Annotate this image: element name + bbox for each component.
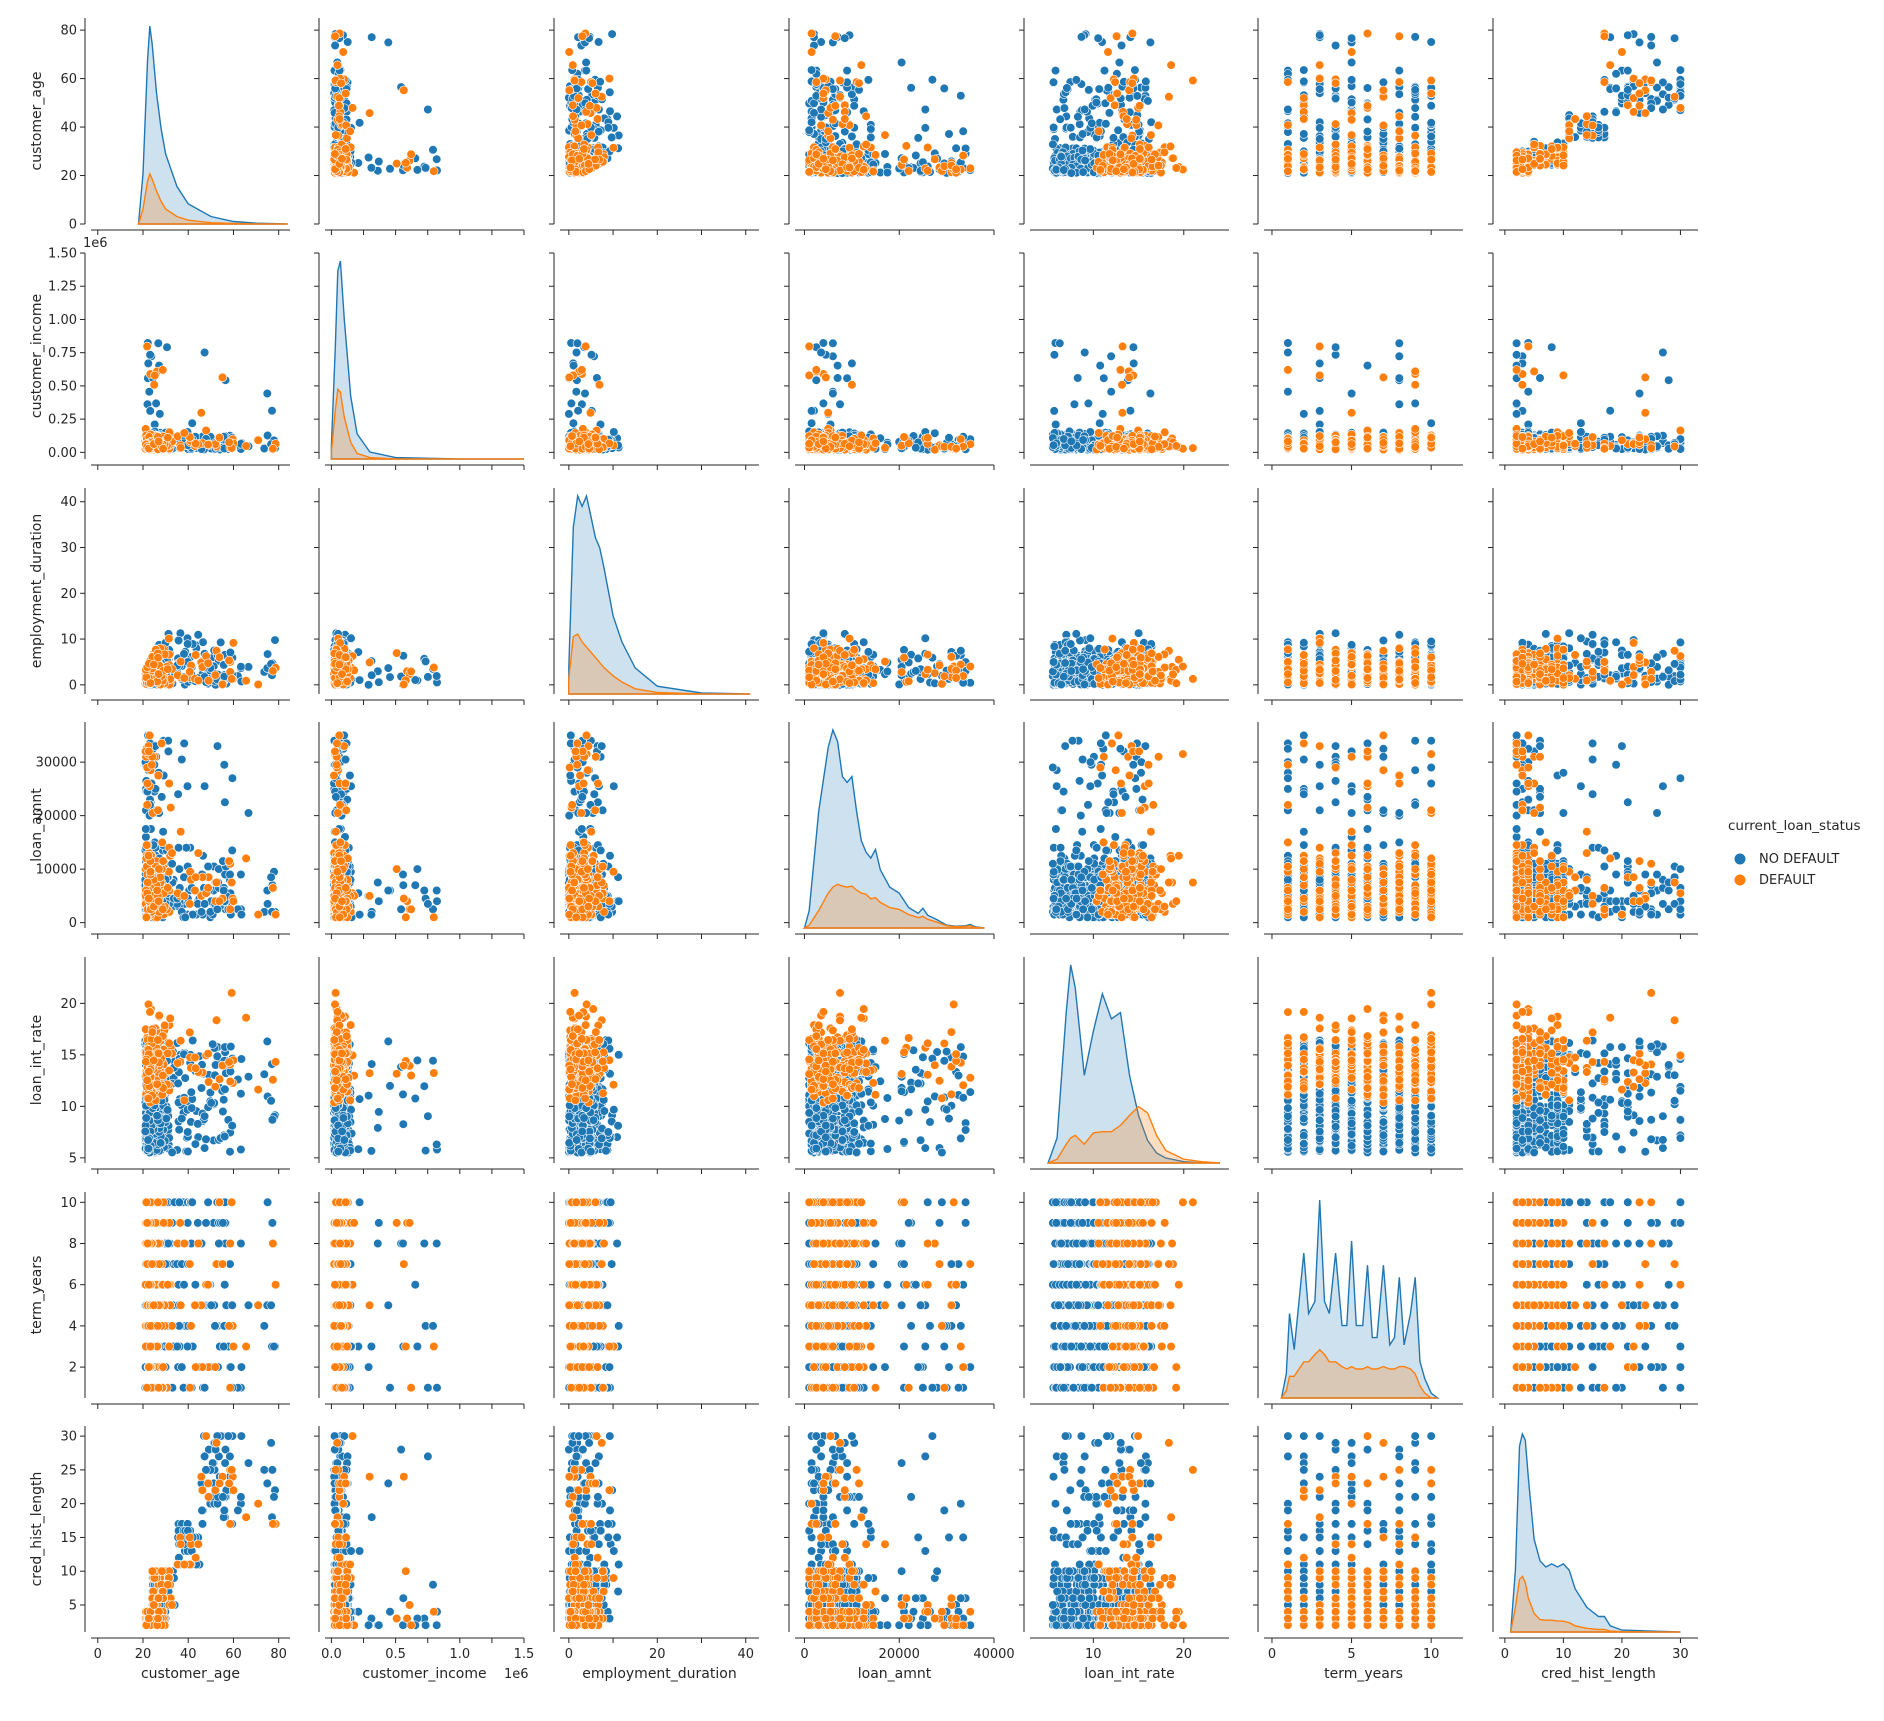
scatter-point <box>575 155 584 164</box>
scatter-point <box>392 159 401 168</box>
scatter-point <box>606 88 615 97</box>
scatter-point <box>914 134 923 143</box>
scatter-point <box>604 123 613 132</box>
scatter-point <box>402 159 411 168</box>
panel-customer-age-vs-employment-duration <box>549 18 759 235</box>
scatter-point <box>341 89 350 98</box>
scatter-point <box>335 115 344 124</box>
scatter-point <box>952 144 961 153</box>
scatter-point <box>338 155 347 164</box>
scatter-point <box>341 145 350 154</box>
scatter-point <box>355 119 364 128</box>
scatter-point <box>907 84 916 93</box>
panel-customer-age-vs-loan-amnt <box>784 18 994 235</box>
scatter-point <box>571 127 580 136</box>
scatter-point <box>881 150 890 159</box>
y-tick-label: 40 <box>60 121 77 136</box>
scatter-point <box>606 107 615 116</box>
scatter-point <box>569 101 578 110</box>
scatter-point <box>364 153 373 162</box>
pairplot-panels: 0204060800.000.250.500.751.001.251.50010… <box>29 18 1698 1682</box>
scatter-point <box>333 61 342 70</box>
y-tick-label: 20 <box>60 169 77 184</box>
scatter-point <box>593 115 602 124</box>
scatter-point <box>584 160 593 169</box>
panel-customer-age-vs-customer-income <box>314 18 524 235</box>
scatter-point <box>421 164 430 173</box>
scatter-point <box>407 150 416 159</box>
scatter-point <box>432 155 441 164</box>
scatter-point <box>957 91 966 100</box>
scatter-point <box>430 167 439 176</box>
scatter-point <box>596 78 605 87</box>
scatter-point <box>928 75 937 84</box>
scatter-point <box>591 89 600 98</box>
scatter-point <box>608 30 617 39</box>
scatter-point <box>339 48 348 57</box>
scatter-point <box>921 105 930 114</box>
scatter-point <box>867 125 876 134</box>
scatter-point <box>346 127 355 136</box>
scatter-point <box>578 32 587 41</box>
scatter-point <box>400 86 409 95</box>
scatter-point <box>586 102 595 111</box>
scatter-point <box>959 127 968 136</box>
scatter-point <box>565 48 574 57</box>
kde-customer-age-no-default <box>139 26 288 224</box>
scatter-point <box>569 112 578 121</box>
scatter-point <box>607 133 616 142</box>
y-tick-label: 80 <box>60 24 77 39</box>
scatter-point <box>574 94 583 103</box>
scatter-point <box>850 102 859 111</box>
scatter-point <box>348 104 357 113</box>
scatter-point <box>565 86 574 95</box>
scatter-point <box>605 74 614 83</box>
scatter-point <box>331 32 340 41</box>
scatter-point <box>429 146 438 155</box>
scatter-point <box>424 105 433 114</box>
y-tick-label: 60 <box>60 72 77 87</box>
scatter-point <box>587 131 596 140</box>
panel-customer-age-vs-customer-age: 0 20 40 60 80 <box>60 18 290 235</box>
scatter-point <box>588 79 597 88</box>
scatter-point <box>367 164 376 173</box>
scatter-point <box>413 166 422 175</box>
scatter-point <box>566 163 575 172</box>
scatter-point <box>332 131 341 140</box>
scatter-point <box>569 61 578 70</box>
scatter-point <box>335 102 344 111</box>
scatter-point <box>594 38 603 47</box>
y-tick-label: 0 <box>69 218 77 233</box>
scatter-point <box>580 145 589 154</box>
scatter-point <box>582 66 591 75</box>
scatter-point <box>570 76 579 85</box>
scatter-point <box>384 38 393 47</box>
scatter-point <box>365 109 374 118</box>
scatter-point <box>337 79 346 88</box>
scatter-point <box>582 58 591 67</box>
scatter-point <box>609 143 618 152</box>
scatter-point <box>375 157 384 166</box>
scatter-point <box>367 33 376 42</box>
scatter-point <box>613 112 622 121</box>
